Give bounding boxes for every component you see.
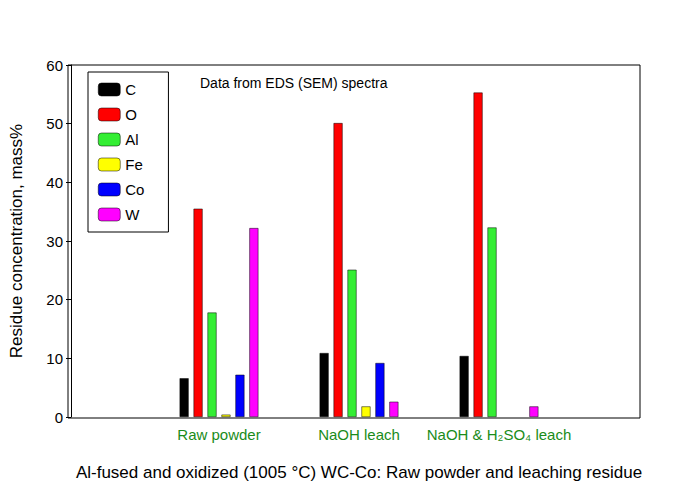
svg-text:0: 0 (55, 409, 63, 426)
svg-text:Raw powder: Raw powder (177, 426, 260, 443)
svg-text:40: 40 (46, 174, 63, 191)
svg-text:O: O (125, 106, 137, 123)
svg-text:Al: Al (125, 131, 138, 148)
svg-text:50: 50 (46, 115, 63, 132)
svg-text:Residue concentration, mass%: Residue concentration, mass% (7, 124, 26, 358)
svg-text:60: 60 (46, 57, 63, 74)
svg-text:Al-fused and oxidized (1005 °C: Al-fused and oxidized (1005 °C) WC-Co: R… (76, 463, 642, 482)
svg-text:Data from EDS (SEM) spectra: Data from EDS (SEM) spectra (200, 75, 388, 91)
svg-text:Co: Co (125, 181, 144, 198)
svg-text:20: 20 (46, 291, 63, 308)
svg-text:30: 30 (46, 233, 63, 250)
svg-text:W: W (125, 206, 140, 223)
svg-text:C: C (125, 81, 136, 98)
svg-text:Fe: Fe (125, 156, 143, 173)
svg-text:NaOH & H₂SO₄ leach: NaOH & H₂SO₄ leach (427, 426, 572, 443)
svg-text:NaOH leach: NaOH leach (318, 426, 400, 443)
svg-text:10: 10 (46, 350, 63, 367)
